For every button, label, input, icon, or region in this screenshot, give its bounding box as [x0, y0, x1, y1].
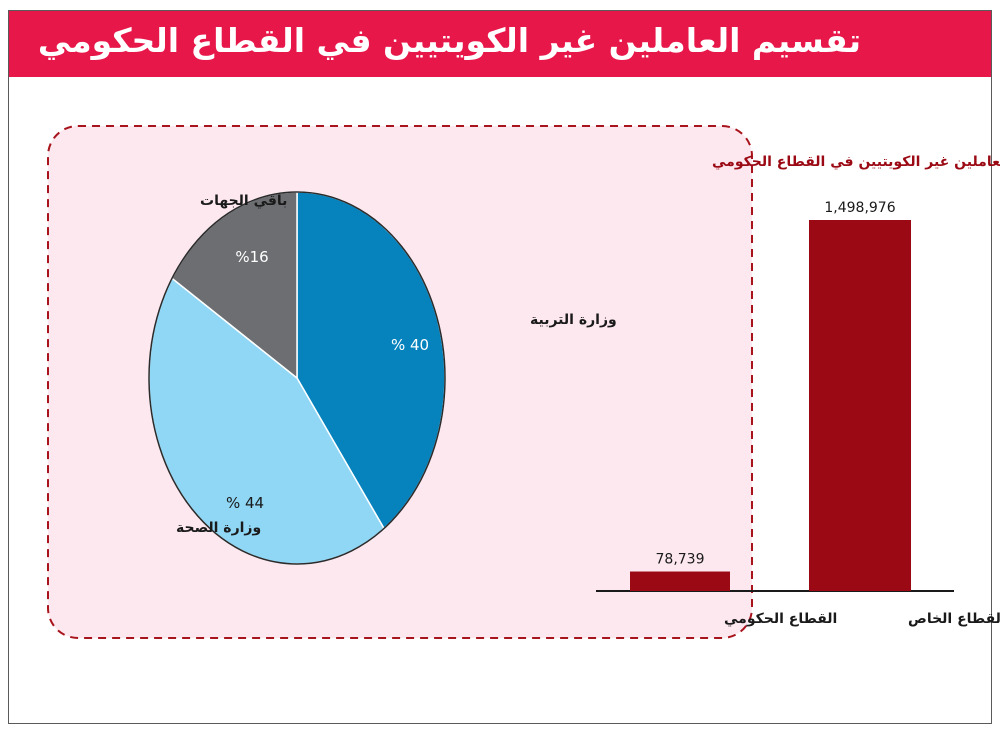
pie-title: تقسيم العاملين غير الكويتيين في القطاع ا… — [712, 154, 1000, 170]
pie-label-education: وزارة التربية — [530, 312, 617, 328]
pie-label-other: باقي الجهات — [200, 193, 287, 209]
header-bar: تقسيم العاملين غير الكويتيين في القطاع ا… — [9, 11, 991, 77]
pie-label-health: وزارة الصحة — [176, 520, 261, 536]
bar-value-government: 78,739 — [656, 552, 705, 568]
bar-private — [809, 220, 911, 591]
bar-category-government: القطاع الحكومي — [724, 611, 837, 627]
bar-category-private: القطاع الخاص — [908, 611, 1000, 627]
pie-value-education: % 40 — [391, 336, 429, 354]
pie-value-other: %16 — [235, 248, 268, 266]
page-title: تقسيم العاملين غير الكويتيين في القطاع ا… — [37, 21, 861, 60]
pie-value-health: % 44 — [226, 494, 264, 512]
bar-government — [630, 571, 730, 591]
pie-outline — [148, 191, 446, 565]
bar-value-private: 1,498,976 — [824, 200, 895, 216]
